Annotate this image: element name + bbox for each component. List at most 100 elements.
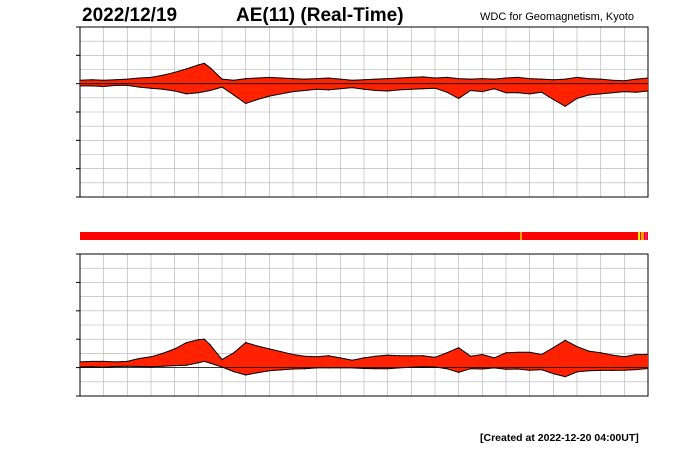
data-point-al	[612, 92, 613, 93]
data-point-ao	[103, 367, 104, 368]
data-point-ae	[482, 354, 483, 355]
data-point-au	[103, 80, 104, 81]
data-point-ae	[636, 354, 637, 355]
data-point-al	[411, 89, 412, 90]
data-point-au	[304, 79, 305, 80]
data-point-au	[91, 79, 92, 80]
data-point-ao	[281, 369, 282, 370]
data-point-al	[517, 92, 518, 93]
data-point-al	[423, 88, 424, 89]
data-point-ao	[600, 370, 601, 371]
data-point-au	[340, 79, 341, 80]
data-point-ae	[375, 356, 376, 357]
data-point-ae	[139, 358, 140, 359]
data-point-ae	[600, 352, 601, 353]
data-point-ao	[647, 368, 648, 369]
data-point-au	[647, 77, 648, 78]
data-point-ae	[576, 346, 577, 347]
data-point-ao	[304, 368, 305, 369]
data-point-ao	[612, 370, 613, 371]
data-point-ae	[624, 356, 625, 357]
data-point-au	[150, 77, 151, 78]
station-strip-segment	[638, 232, 640, 240]
data-point-ao	[482, 368, 483, 369]
data-point-ae	[340, 357, 341, 358]
data-point-au	[162, 75, 163, 76]
data-point-au	[79, 80, 80, 81]
data-point-ao	[292, 368, 293, 369]
data-point-au	[600, 79, 601, 80]
data-point-al	[565, 106, 566, 107]
data-point-ae	[304, 356, 305, 357]
data-point-al	[103, 86, 104, 87]
station-count-bar	[80, 232, 648, 240]
data-point-ae	[269, 348, 270, 349]
data-point-au	[517, 77, 518, 78]
data-point-al	[281, 93, 282, 94]
data-point-au	[245, 78, 246, 79]
data-point-ae	[446, 352, 447, 353]
data-point-au	[434, 77, 435, 78]
created-timestamp: [Created at 2022-12-20 04:00UT]	[480, 432, 639, 444]
data-point-au	[363, 79, 364, 80]
data-point-al	[387, 90, 388, 91]
data-point-au	[174, 72, 175, 73]
data-point-ae	[162, 353, 163, 354]
data-point-ao	[458, 372, 459, 373]
data-point-au	[446, 77, 447, 78]
data-point-ao	[423, 366, 424, 367]
data-point-au	[127, 79, 128, 80]
data-point-au	[411, 77, 412, 78]
data-point-au	[529, 78, 530, 79]
data-point-au	[292, 78, 293, 79]
data-point-ae	[434, 357, 435, 358]
station-strip-segment	[641, 232, 644, 240]
data-point-ao	[245, 374, 246, 375]
data-point-ae	[245, 342, 246, 343]
data-point-ae	[529, 352, 530, 353]
data-point-al	[162, 89, 163, 90]
data-point-ae	[363, 357, 364, 358]
data-point-ao	[576, 371, 577, 372]
data-point-au	[612, 80, 613, 81]
data-point-ae	[647, 354, 648, 355]
data-point-au	[494, 79, 495, 80]
data-point-al	[127, 85, 128, 86]
data-point-au	[269, 77, 270, 78]
data-point-ao	[204, 361, 205, 362]
data-point-al	[221, 87, 222, 88]
data-point-au	[221, 79, 222, 80]
data-point-al	[482, 91, 483, 92]
data-point-au	[186, 68, 187, 69]
data-point-au	[139, 77, 140, 78]
data-point-ae	[210, 344, 211, 345]
data-point-ao	[553, 373, 554, 374]
data-point-ae	[204, 339, 205, 340]
data-point-al	[399, 89, 400, 90]
data-point-al	[588, 94, 589, 95]
data-point-al	[553, 99, 554, 100]
data-point-al	[458, 98, 459, 99]
data-point-al	[636, 92, 637, 93]
data-point-al	[494, 88, 495, 89]
data-point-ao	[387, 368, 388, 369]
data-point-ao	[624, 370, 625, 371]
data-point-ae	[458, 347, 459, 348]
data-point-ae	[115, 361, 116, 362]
data-point-ao	[257, 372, 258, 373]
data-point-ao	[162, 366, 163, 367]
data-point-ao	[636, 369, 637, 370]
data-point-ae	[565, 340, 566, 341]
data-point-al	[316, 89, 317, 90]
data-point-al	[624, 91, 625, 92]
data-point-ao	[375, 368, 376, 369]
data-point-ae	[387, 355, 388, 356]
data-point-au	[553, 79, 554, 80]
station-strip-segment	[520, 232, 522, 240]
data-point-ae	[186, 342, 187, 343]
data-point-au	[624, 80, 625, 81]
data-point-ao	[210, 363, 211, 364]
data-point-al	[150, 88, 151, 89]
data-point-ao	[494, 367, 495, 368]
data-point-au	[375, 79, 376, 80]
